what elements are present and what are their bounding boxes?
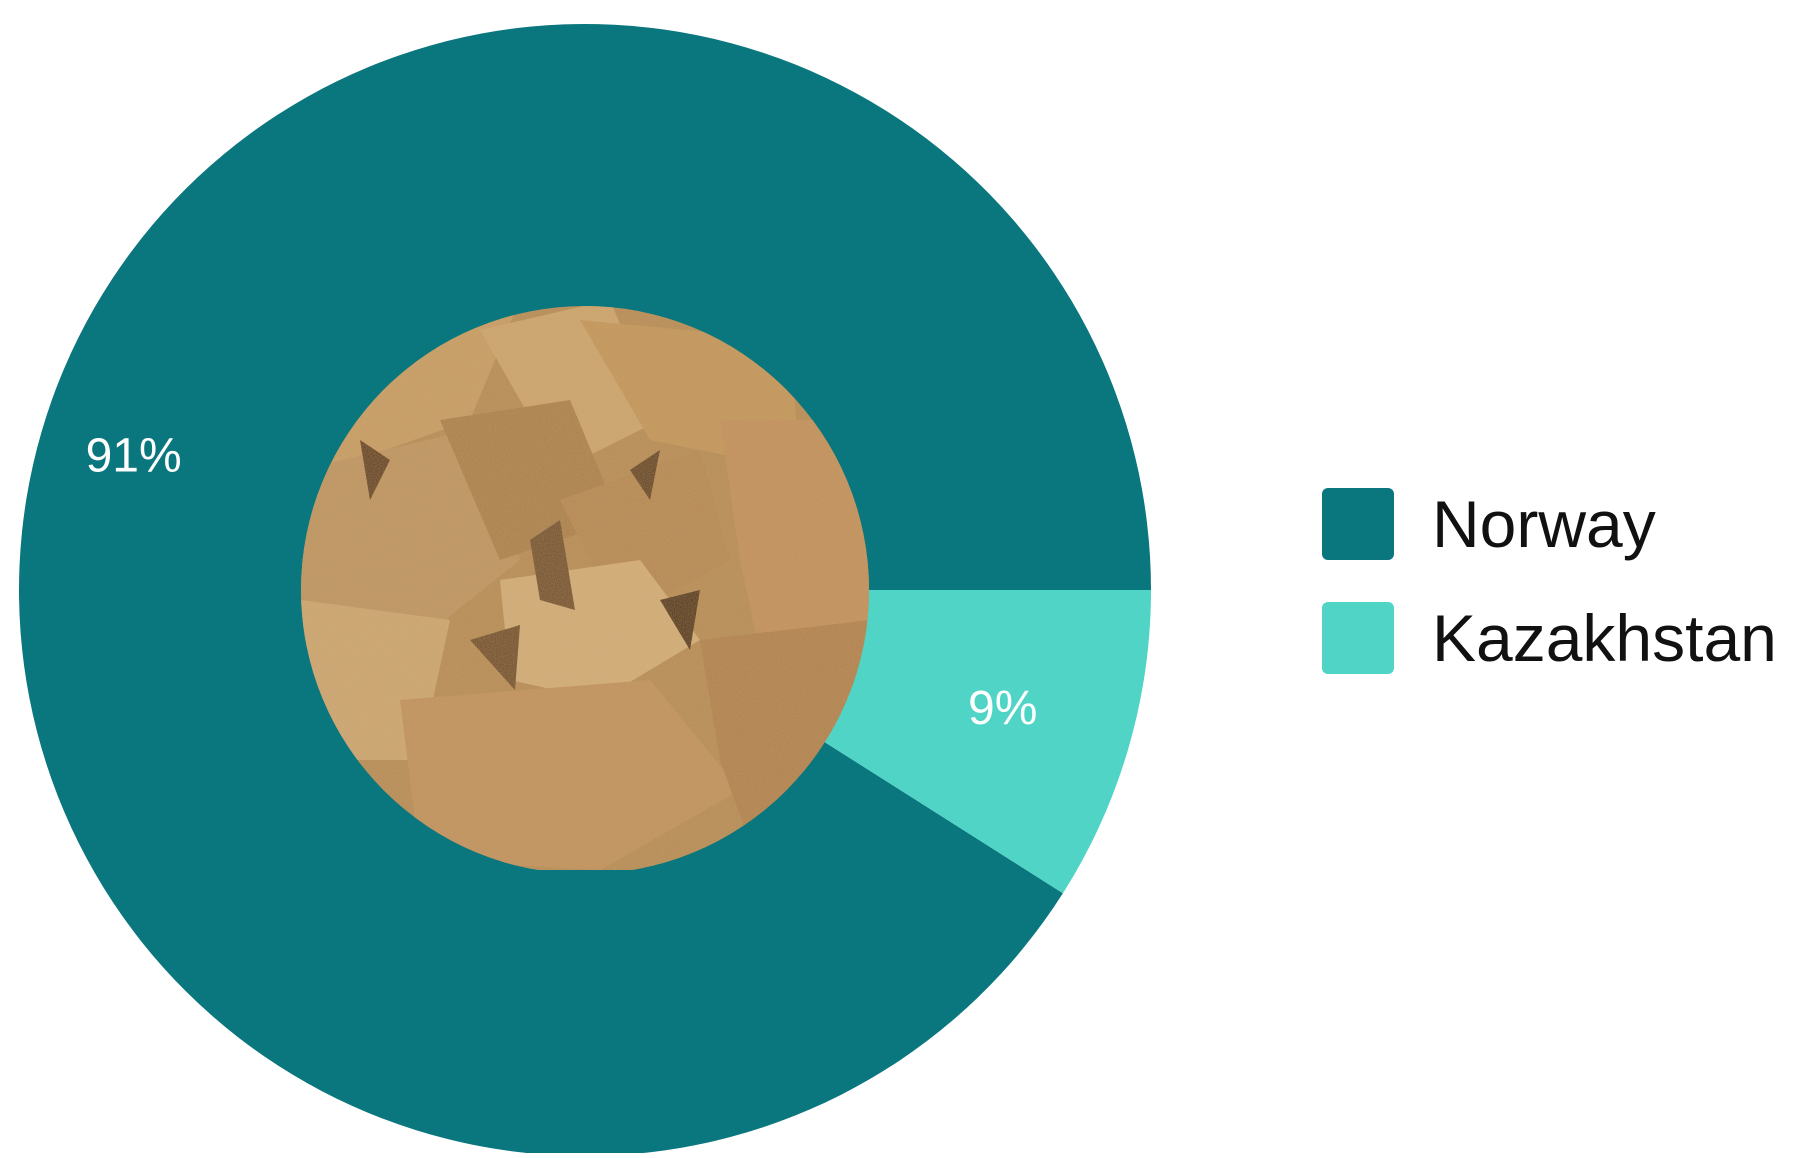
legend-swatch-norway bbox=[1322, 488, 1394, 560]
legend: Norway Kazakhstan bbox=[1322, 488, 1777, 716]
legend-item-norway[interactable]: Norway bbox=[1322, 488, 1777, 560]
legend-swatch-kazakhstan bbox=[1322, 602, 1394, 674]
slice-label-kazakhstan: 9% bbox=[968, 682, 1037, 735]
slice-label-norway: 91% bbox=[86, 430, 182, 483]
legend-label-norway: Norway bbox=[1432, 487, 1656, 561]
legend-label-kazakhstan: Kazakhstan bbox=[1432, 601, 1777, 675]
legend-item-kazakhstan[interactable]: Kazakhstan bbox=[1322, 602, 1777, 674]
